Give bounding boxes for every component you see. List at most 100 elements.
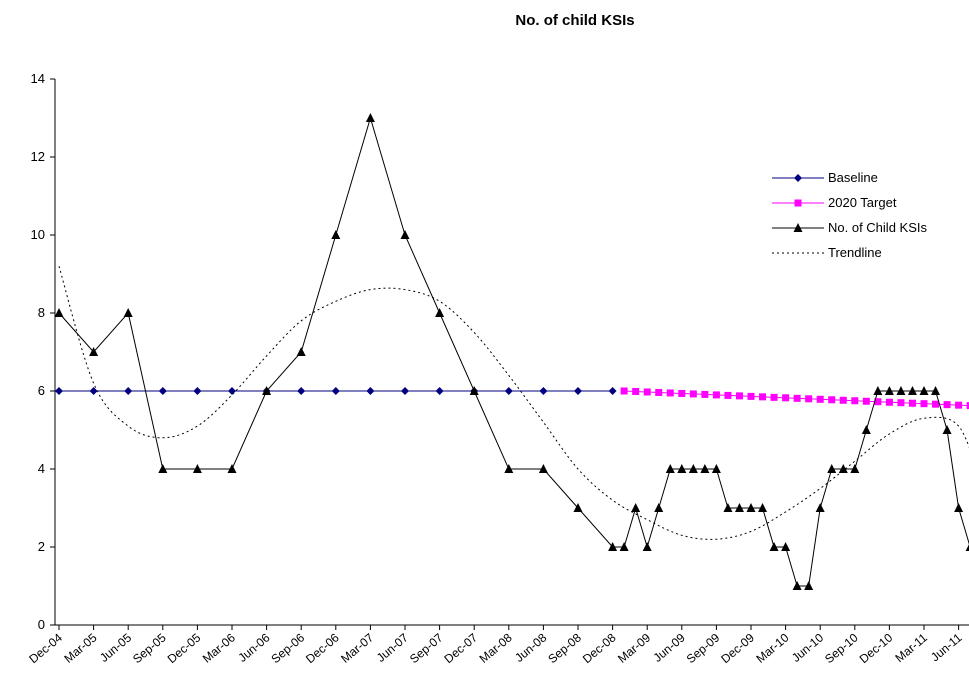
x-tick-label: Jun-11 [928, 630, 965, 664]
data-point [839, 396, 847, 404]
legend-swatch [772, 222, 824, 232]
data-point [158, 387, 167, 395]
data-point [942, 425, 952, 434]
data-point [297, 387, 306, 395]
data-point [608, 542, 618, 551]
legend-swatch [772, 199, 824, 206]
data-point [861, 425, 871, 434]
x-tick-label: Dec-07 [441, 630, 480, 666]
x-tick-label: Mar-10 [753, 630, 791, 665]
data-point [747, 392, 755, 400]
data-point [908, 399, 916, 407]
legend-marker [794, 173, 802, 182]
data-point [701, 390, 709, 398]
data-point [700, 464, 710, 473]
y-tick-label: 0 [38, 617, 45, 632]
data-point [643, 388, 651, 396]
data-point [55, 387, 63, 395]
legend-label: Trendline [828, 245, 882, 260]
x-tick-label: Mar-06 [200, 630, 238, 665]
data-point [666, 389, 674, 397]
data-point [435, 387, 444, 395]
data-point [688, 464, 698, 473]
legend-item: 2020 Target [770, 190, 927, 215]
data-point [365, 113, 375, 122]
data-point [619, 542, 629, 551]
y-tick-label: 14 [31, 71, 45, 86]
data-point [296, 347, 306, 356]
x-tick-label: Sep-06 [268, 630, 307, 666]
data-point [850, 464, 860, 473]
data-point [874, 398, 882, 406]
data-point [815, 503, 825, 512]
data-point [654, 503, 664, 512]
legend: Baseline 2020 Target No. of Child KSIs Tren… [770, 165, 927, 265]
data-point [193, 387, 202, 395]
data-point [331, 387, 340, 395]
data-point [735, 392, 743, 400]
data-point [469, 386, 479, 395]
data-point [631, 503, 641, 512]
data-point [123, 308, 133, 317]
data-point [642, 542, 652, 551]
legend-marker [794, 199, 802, 206]
legend-swatch [772, 173, 824, 182]
y-tick-label: 4 [38, 461, 45, 476]
x-tick-label: Mar-07 [338, 630, 376, 665]
data-point [124, 387, 133, 395]
data-point [573, 503, 583, 512]
legend-item: No. of Child KSIs [770, 215, 927, 240]
data-point [655, 388, 663, 396]
data-point [539, 387, 548, 395]
data-point [770, 393, 778, 401]
data-point [943, 401, 951, 409]
data-point [873, 386, 883, 395]
data-point [331, 230, 341, 239]
legend-swatch [772, 252, 824, 253]
data-point [885, 398, 893, 406]
y-tick-label: 2 [38, 539, 45, 554]
y-tick-label: 12 [31, 149, 45, 164]
data-point [804, 581, 814, 590]
x-tick-label: Sep-09 [684, 630, 723, 666]
data-point [724, 391, 732, 399]
x-tick-label: Sep-05 [130, 630, 169, 666]
data-point [192, 464, 202, 473]
data-point [677, 464, 687, 473]
data-point [884, 386, 894, 395]
x-tick-label: Mar-11 [892, 630, 930, 665]
data-point [966, 402, 969, 410]
x-tick-label: Jun-05 [97, 630, 134, 665]
x-tick-label: Sep-10 [822, 630, 861, 666]
y-tick-label: 10 [31, 227, 45, 242]
data-point [504, 464, 514, 473]
x-tick-label: Dec-08 [580, 630, 619, 666]
x-tick-label: Dec-10 [857, 630, 896, 666]
series-2020-target [620, 387, 969, 410]
data-point [827, 464, 837, 473]
axes [54, 79, 969, 626]
x-tick-label: Sep-07 [407, 630, 446, 666]
data-point [89, 347, 99, 356]
data-point [862, 397, 870, 405]
data-point [782, 394, 790, 402]
data-point [366, 387, 375, 395]
chart-title: No. of child KSIs [515, 12, 635, 29]
x-tick-label: Mar-05 [61, 630, 99, 665]
x-tick-label: Jun-06 [235, 630, 272, 665]
data-point [89, 387, 98, 395]
data-point [401, 387, 409, 395]
data-point [723, 503, 733, 512]
data-point [678, 389, 686, 397]
data-point [954, 503, 964, 512]
data-point [920, 400, 928, 408]
series-baseline [55, 387, 617, 395]
data-point [816, 395, 824, 403]
x-tick-label: Dec-05 [165, 630, 204, 666]
data-point [769, 542, 779, 551]
series-layer [55, 113, 969, 590]
data-point [435, 308, 445, 317]
data-point [919, 386, 929, 395]
legend-label: No. of Child KSIs [828, 220, 927, 235]
